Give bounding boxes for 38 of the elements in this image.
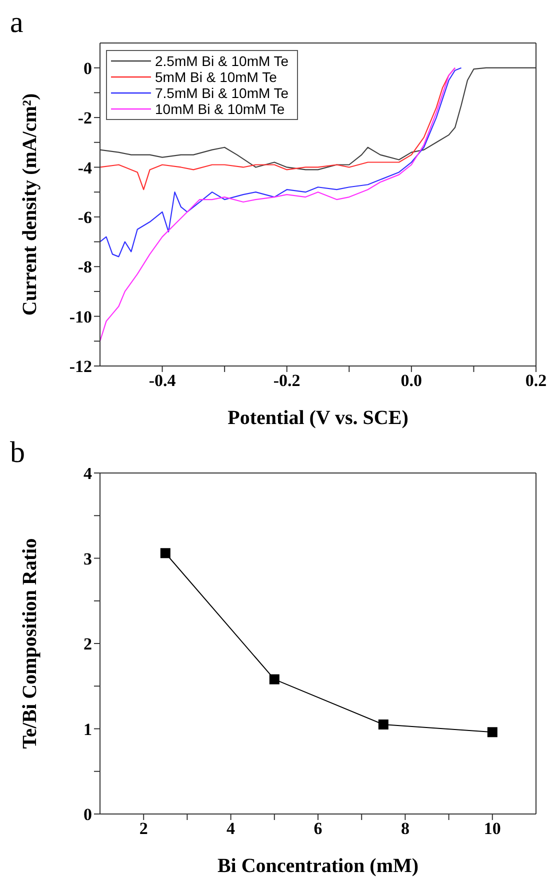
- point: [378, 719, 388, 730]
- y-tick-label: 2: [84, 634, 92, 654]
- y-tick-label: 4: [84, 464, 92, 484]
- chart-title: b: [10, 436, 25, 469]
- point: [269, 674, 280, 684]
- x-tick-label: 2: [139, 819, 148, 838]
- y-tick-label: -6: [78, 208, 92, 227]
- point: [487, 727, 498, 738]
- y-axis-title: Current density (mA/cm²): [19, 93, 41, 316]
- legend-label: 2.5mM Bi & 10mM Te: [155, 53, 289, 69]
- y-axis-title: Te/Bi Composition Ratio: [19, 538, 41, 749]
- x-tick-label: 10: [484, 819, 501, 838]
- x-tick-label: 8: [400, 819, 410, 838]
- x-axis-title: Potential (V vs. SCE): [228, 407, 408, 429]
- line-series: [100, 67, 456, 342]
- x-tick-label: 0.0: [400, 371, 422, 390]
- y-tick-label: 3: [84, 549, 92, 568]
- y-tick-label: -2: [78, 108, 92, 128]
- chart-title: a: [9, 6, 24, 39]
- line-series: [100, 67, 462, 258]
- x-tick-label: -0.4: [148, 371, 176, 390]
- legend-label: 5mM Bi & 10mM Te: [155, 69, 277, 85]
- x-tick-label: 0.2: [525, 371, 547, 390]
- y-tick-label: 0: [84, 805, 92, 824]
- y-tick-label: -4: [78, 158, 92, 178]
- y-tick-label: 1: [84, 720, 92, 739]
- x-tick-label: 6: [314, 819, 322, 838]
- line-series: [100, 67, 536, 170]
- x-tick-label: -0.2: [273, 371, 300, 390]
- y-tick-label: -12: [69, 357, 92, 376]
- x-axis-title: Bi Concentration (mM): [217, 855, 419, 877]
- legend-label: 7.5mM Bi & 10mM Te: [155, 85, 289, 101]
- y-tick-label: -8: [78, 258, 92, 277]
- x-tick-label: 4: [226, 819, 236, 838]
- y-tick-label: -10: [69, 307, 92, 326]
- point: [160, 548, 170, 558]
- legend-label: 10mM Bi & 10mM Te: [155, 101, 285, 117]
- y-tick-label: 0: [84, 58, 92, 78]
